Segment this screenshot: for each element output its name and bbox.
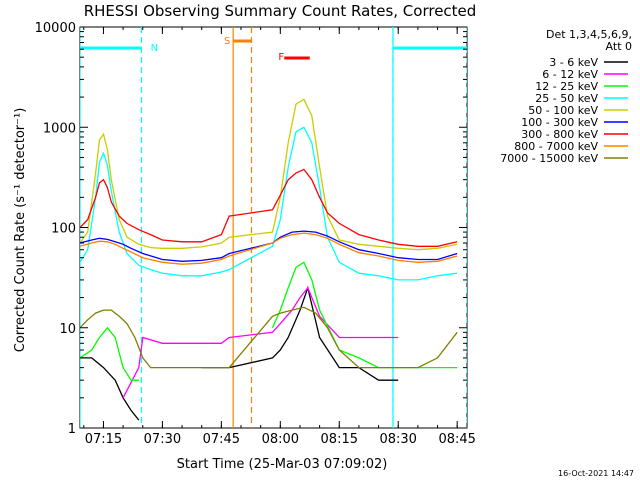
legend-label: 6 - 12 keV [542, 68, 598, 81]
series-line [80, 232, 458, 265]
series-line [80, 98, 458, 251]
plot-area: N S F [79, 26, 468, 429]
series-line [80, 357, 140, 421]
series-line [80, 306, 458, 369]
y-tick-label: 10000 [35, 21, 76, 36]
y-tick-label: 1000 [43, 121, 76, 136]
legend-label: 50 - 100 keV [528, 104, 598, 117]
series-line [201, 285, 399, 381]
x-tick-label: 08:30 [379, 432, 416, 447]
legend-label: 800 - 7000 keV [514, 140, 598, 153]
legend-header-line-2: Att 0 [606, 40, 632, 53]
x-tick-label: 07:45 [203, 432, 240, 447]
series-layer [80, 27, 467, 428]
series-line [80, 168, 458, 247]
legend-label: 300 - 800 keV [521, 128, 598, 141]
y-tick-label: 10 [59, 322, 76, 337]
legend-label: 7000 - 15000 keV [500, 152, 598, 165]
legend-label: 12 - 25 keV [535, 80, 598, 93]
x-tick-label: 08:45 [438, 432, 475, 447]
legend-label: 25 - 50 keV [535, 92, 598, 105]
series-line [122, 286, 399, 399]
x-axis-label: Start Time (25-Mar-03 07:09:02) [177, 457, 388, 472]
x-tick-label: 08:15 [321, 432, 358, 447]
legend-label: 3 - 6 keV [549, 56, 598, 69]
chart-title: RHESSI Observing Summary Count Rates, Co… [84, 2, 477, 20]
x-tick-label: 07:30 [144, 432, 181, 447]
segment-letter: F [278, 52, 284, 63]
footer-timestamp: 16-Oct-2021 14:47 [558, 469, 634, 478]
x-tick-label: 08:00 [262, 432, 299, 447]
y-axis-label: Corrected Count Rate (s⁻¹ detector⁻¹) [13, 108, 28, 353]
y-axis-ticks: 1 10 100 1000 10000 [35, 21, 467, 437]
legend-label: 100 - 300 keV [521, 116, 598, 129]
series-line [80, 126, 458, 281]
series-line [80, 326, 139, 381]
x-tick-label: 07:15 [85, 432, 122, 447]
y-tick-label: 1 [68, 422, 76, 437]
y-tick-label: 100 [51, 222, 76, 237]
series-line [80, 230, 458, 262]
x-axis-ticks: 07:15 07:30 07:45 08:00 08:15 08:30 08:45 [83, 27, 476, 447]
segment-letter: N [151, 43, 158, 54]
legend-header-line-1: Det 1,3,4,5,6,9, [546, 28, 632, 41]
segment-letter: S [224, 36, 230, 47]
